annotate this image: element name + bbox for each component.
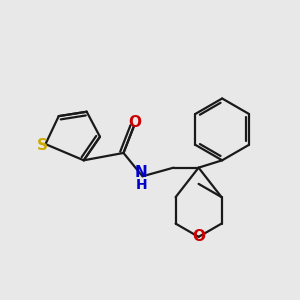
- Text: H: H: [135, 178, 147, 192]
- Text: S: S: [36, 138, 47, 153]
- Text: O: O: [192, 230, 205, 244]
- Text: O: O: [128, 115, 141, 130]
- Text: N: N: [135, 166, 148, 181]
